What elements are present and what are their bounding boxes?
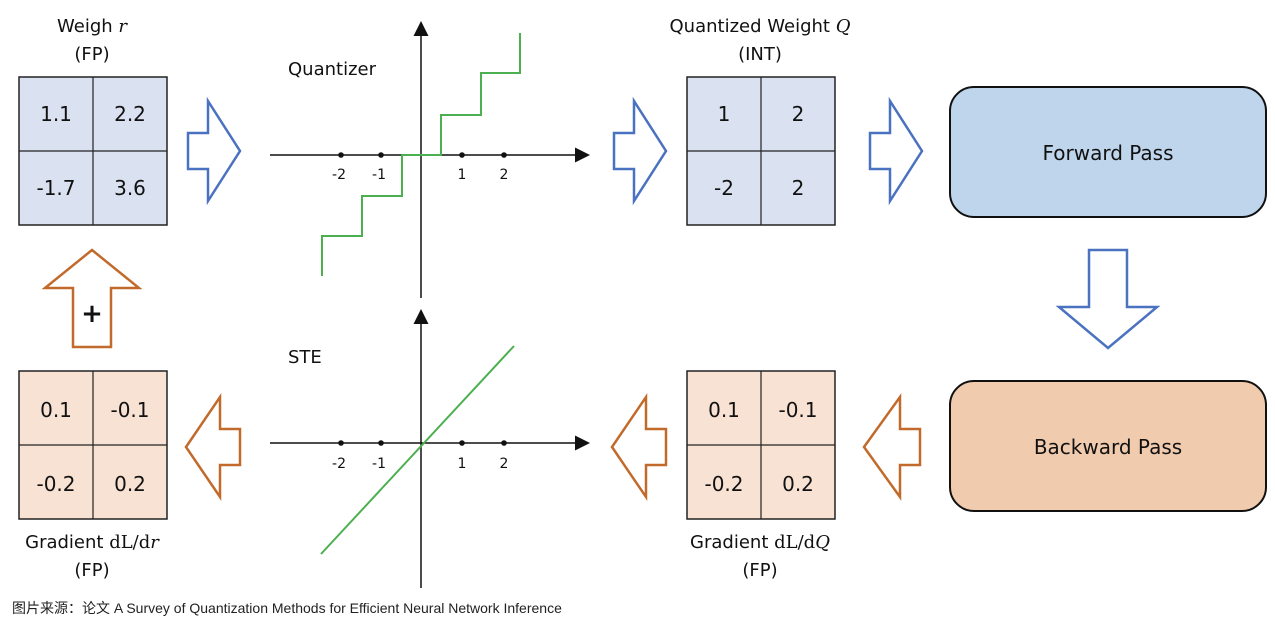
quantizer-tick-label: -1 xyxy=(372,167,386,183)
weight-cell: -1.7 xyxy=(36,176,75,200)
backward-pass-box xyxy=(949,380,1267,512)
down-arrow-icon xyxy=(1055,248,1161,350)
grad-r-cell: 0.1 xyxy=(40,398,72,422)
up-arrow-icon xyxy=(41,248,143,349)
grad-q-subtitle: (FP) xyxy=(742,560,777,581)
grad-r-subtitle: (FP) xyxy=(74,560,109,581)
grad-q-cell: 0.1 xyxy=(708,398,740,422)
grad-r-cell: -0.1 xyxy=(110,398,149,422)
left-arrow-icon xyxy=(184,392,242,502)
weight-cell: 2.2 xyxy=(114,102,146,126)
quantizer-label: Quantizer xyxy=(288,59,377,80)
quantized-matrix-group: Quantized Weight Q (INT) 1 2 -2 2 xyxy=(670,16,851,226)
right-arrow-icon xyxy=(186,96,242,206)
update-plus-symbol: + xyxy=(81,299,103,329)
grad-q-cell: -0.2 xyxy=(704,472,743,496)
grad-r-cell: -0.2 xyxy=(36,472,75,496)
quantizer-tick-label: 1 xyxy=(458,167,467,183)
ste-identity-line xyxy=(320,345,515,555)
right-arrow-icon xyxy=(612,96,668,206)
ste-label: STE xyxy=(288,347,322,368)
forward-pass-box xyxy=(949,86,1267,218)
quantizer-tick-label: -2 xyxy=(332,167,346,183)
weight-cell: 1.1 xyxy=(40,102,72,126)
backward-pass-label: Backward Pass xyxy=(1034,435,1182,459)
quantizer-plot: -2 -1 1 2 Quantizer xyxy=(270,21,590,298)
right-arrow-icon xyxy=(868,96,924,206)
left-arrow-icon xyxy=(862,393,922,501)
quantization-diagram: Weigh r (FP) 1.1 2.2 -1.7 3.6 -2 -1 1 2 … xyxy=(18,16,1267,588)
ste-tick-label: 1 xyxy=(458,456,467,472)
weight-title: Weigh r xyxy=(57,16,128,37)
quantized-cell: -2 xyxy=(714,176,734,200)
weight-matrix-group: Weigh r (FP) 1.1 2.2 -1.7 3.6 xyxy=(18,16,168,226)
grad-q-title: Gradient dL/dQ xyxy=(690,532,830,553)
forward-pass-label: Forward Pass xyxy=(1042,141,1173,165)
ste-plot: -2 -1 1 2 STE xyxy=(270,309,590,588)
ste-tick-label: 2 xyxy=(500,456,509,472)
quantized-cell: 2 xyxy=(792,176,805,200)
grad-r-title: Gradient dL/dr xyxy=(25,532,160,553)
quantized-subtitle: (INT) xyxy=(738,44,782,65)
weight-subtitle: (FP) xyxy=(74,44,109,65)
grad-r-cell: 0.2 xyxy=(114,472,146,496)
grad-q-matrix-group: 0.1 -0.1 -0.2 0.2 Gradient dL/dQ (FP) xyxy=(686,370,836,581)
weight-cell: 3.6 xyxy=(114,176,146,200)
grad-q-cell: -0.1 xyxy=(778,398,817,422)
image-caption: 图片来源：论文 A Survey of Quantization Methods… xyxy=(12,600,562,616)
left-arrow-icon xyxy=(610,392,668,502)
ste-tick-label: -2 xyxy=(332,456,346,472)
quantized-cell: 2 xyxy=(792,102,805,126)
quantized-title: Quantized Weight Q xyxy=(670,16,851,37)
ste-tick-label: -1 xyxy=(372,456,386,472)
grad-r-matrix-group: 0.1 -0.1 -0.2 0.2 Gradient dL/dr (FP) xyxy=(18,370,168,581)
quantized-cell: 1 xyxy=(718,102,731,126)
quantizer-step-function xyxy=(321,33,521,276)
grad-q-cell: 0.2 xyxy=(782,472,814,496)
quantizer-tick-label: 2 xyxy=(500,167,509,183)
